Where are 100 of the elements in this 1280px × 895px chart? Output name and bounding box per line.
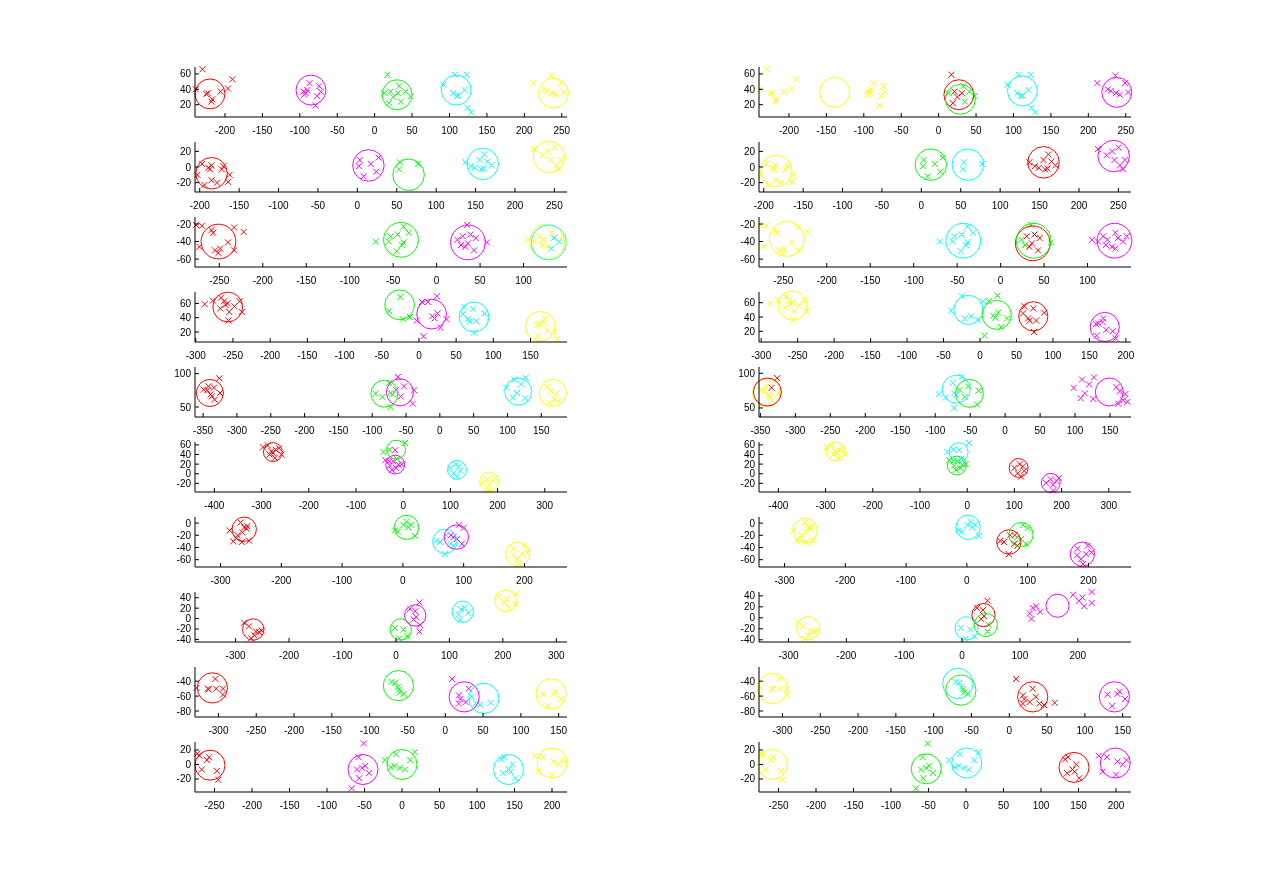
y-tick-label: 0 [185, 161, 192, 173]
point [1032, 602, 1040, 610]
y-tick-label: 20 [743, 99, 756, 111]
point [1074, 545, 1082, 553]
point [500, 753, 508, 761]
x-tick-label: 50 [970, 124, 983, 136]
point [383, 71, 391, 79]
point [1034, 246, 1042, 254]
point [219, 691, 227, 699]
x-tick-label: -150 [296, 274, 317, 286]
point [1123, 756, 1130, 764]
y-tick-label: 40 [179, 592, 192, 604]
y-tick-label: 0 [749, 468, 756, 480]
point [392, 750, 400, 758]
y-tick-label: -40 [176, 541, 192, 553]
point [395, 165, 403, 173]
point [1021, 241, 1029, 249]
point [406, 756, 414, 764]
point [432, 537, 440, 545]
x-tick-label: 200 [489, 499, 507, 511]
point [960, 158, 968, 166]
point [956, 750, 964, 758]
point [997, 323, 1005, 331]
point [1103, 151, 1111, 159]
point [1093, 332, 1101, 340]
point [1070, 384, 1078, 392]
y-tick-label: -20 [740, 477, 756, 489]
y-tick-label: -40 [176, 236, 192, 248]
point [497, 755, 505, 763]
point [970, 756, 978, 764]
x-tick-label: 200 [1117, 349, 1135, 361]
point [1104, 236, 1112, 244]
x-tick-label: -50 [385, 274, 401, 286]
point [200, 181, 208, 189]
x-tick-label: -300 [772, 724, 793, 736]
x-tick-label: 0 [918, 199, 925, 211]
point [1029, 304, 1037, 312]
x-tick-label: 100 [1032, 799, 1050, 811]
point [455, 691, 463, 699]
x-tick-label: -250 [222, 349, 244, 361]
point [1029, 685, 1037, 693]
point [1081, 389, 1089, 397]
x-tick-label: -150 [843, 799, 864, 811]
x-tick-label: 100 [515, 274, 533, 286]
x-tick-label: 0 [442, 724, 449, 736]
point [409, 400, 417, 408]
x-tick-label: -200 [252, 274, 274, 286]
y-tick-label: 0 [749, 517, 756, 529]
point [355, 753, 362, 761]
y-tick-label: 20 [743, 744, 756, 756]
x-tick-label: 0 [977, 349, 984, 361]
x-tick-label: -50 [936, 349, 952, 361]
x-tick-label: -200 [189, 199, 211, 211]
x-tick-label: -100 [894, 649, 915, 661]
point [209, 229, 217, 237]
point [544, 702, 552, 710]
point [780, 88, 788, 96]
y-tick-label: -40 [176, 675, 192, 687]
point [502, 384, 510, 392]
point [962, 460, 970, 468]
y-tick-label: -20 [740, 773, 756, 785]
x-tick-label: 100 [468, 799, 486, 811]
y-tick-label: -80 [176, 705, 192, 717]
x-tick-label: 100 [1044, 349, 1062, 361]
point [228, 75, 236, 83]
y-tick-label: 40 [179, 83, 192, 95]
x-tick-label: 100 [442, 499, 460, 511]
y-tick-label: -60 [176, 253, 192, 265]
x-tick-label: -300 [208, 724, 229, 736]
point [555, 238, 563, 246]
x-tick-label: 50 [450, 349, 463, 361]
y-tick-label: -20 [740, 218, 756, 230]
x-tick-label: 100 [441, 649, 459, 661]
x-tick-label: -200 [271, 574, 292, 586]
point [952, 466, 960, 474]
x-tick-label: -100 [897, 349, 918, 361]
point [931, 160, 939, 168]
point [1044, 151, 1052, 158]
point [355, 162, 363, 170]
point [372, 168, 380, 176]
point [510, 545, 518, 553]
y-tick-label: 50 [179, 401, 192, 413]
y-tick-label: -40 [740, 634, 756, 646]
point [455, 521, 463, 529]
x-tick-label: 50 [477, 724, 490, 736]
x-tick-label: 150 [1081, 349, 1099, 361]
point [529, 79, 537, 87]
point [440, 81, 447, 89]
point [375, 154, 383, 162]
point [1088, 599, 1096, 607]
x-tick-label: 100 [1079, 274, 1097, 286]
y-tick-label: -40 [176, 633, 192, 645]
point [547, 71, 555, 79]
y-tick-label: 20 [179, 744, 192, 756]
y-tick-label: 60 [179, 439, 192, 451]
point [517, 380, 525, 388]
y-tick-label: 0 [749, 161, 756, 173]
point [487, 699, 495, 707]
point [463, 71, 471, 79]
point [495, 593, 503, 601]
